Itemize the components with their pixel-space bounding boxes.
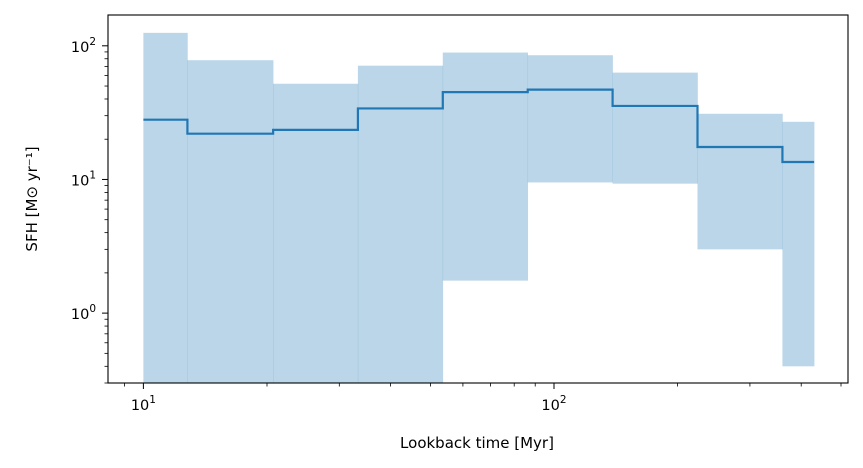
y-tick-exponent: 1 [89,169,96,181]
y-tick-label: 102 [71,36,96,56]
y-tick-label: 101 [71,169,96,189]
band-bin [612,72,698,184]
y-tick-exponent: 0 [89,303,96,315]
x-tick-base: 10 [131,398,149,414]
band-bin [527,55,613,183]
y-tick-label: 100 [71,303,96,323]
y-axis-label-text: SFH [M⊙ yr⁻¹] [23,146,41,251]
band-bin [187,60,274,383]
y-tick-base: 10 [71,307,89,323]
x-tick-label: 101 [131,394,156,414]
x-tick-exponent: 2 [560,394,567,406]
y-tick-base: 10 [71,173,89,189]
plot-frame [107,14,849,384]
x-tick-base: 10 [541,398,559,414]
band-bin [782,121,815,367]
median-sfh-line [143,88,815,164]
band-bin [273,83,359,383]
band-bin [357,65,444,383]
band-bin [697,113,783,250]
x-tick-exponent: 1 [149,394,156,406]
median-step-path [143,88,815,164]
y-axis-label: SFH [M⊙ yr⁻¹] [23,146,41,251]
x-tick-label: 102 [541,394,566,414]
band-bin [442,52,529,281]
x-axis-label: Lookback time [Myr] [400,434,554,452]
uncertainty-band [143,32,815,384]
y-tick-base: 10 [71,40,89,56]
y-tick-exponent: 2 [89,36,96,48]
band-bin [143,32,188,384]
